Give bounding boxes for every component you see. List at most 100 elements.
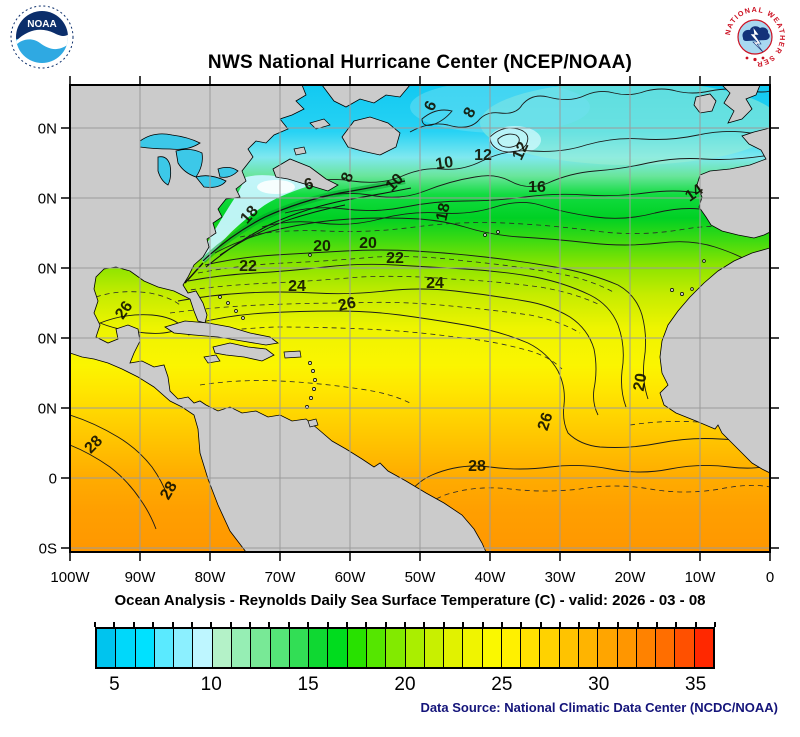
contour-lines (70, 88, 770, 552)
colorbar-segment (617, 629, 637, 667)
colorbar-segment (116, 629, 136, 667)
jamaica (203, 354, 221, 364)
labrador (321, 85, 411, 108)
lake-michigan (157, 156, 172, 186)
colorbar-tick (404, 622, 406, 627)
hispaniola (212, 342, 275, 362)
colorbar-tick (462, 622, 465, 627)
map-caption: Ocean Analysis - Reynolds Daily Sea Surf… (114, 592, 706, 609)
colorbar-segment (444, 629, 464, 667)
contour-label: 26 (535, 410, 557, 432)
great-lakes (139, 133, 239, 188)
colorbar-segment (501, 629, 522, 667)
colorbar-tick (636, 622, 639, 627)
lon-axis-label: 80W (195, 569, 227, 586)
colorbar-tick (190, 622, 193, 627)
puerto-rico (283, 350, 302, 359)
antilles-island (311, 369, 315, 373)
colorbar-label: 25 (491, 674, 513, 695)
front-contour (219, 204, 346, 256)
colorbar-tick (578, 622, 581, 627)
colorbar-tick (268, 622, 271, 627)
contour-label: 24 (288, 278, 306, 295)
nws-lightning-icon (749, 26, 764, 53)
lon-axis-label: 30W (545, 569, 577, 586)
contour-label: 28 (157, 479, 181, 503)
colorbar-segment (521, 629, 541, 667)
bahamas-island (218, 295, 222, 299)
bahamas-island (226, 301, 230, 305)
newfoundland (341, 116, 401, 156)
colorbar-segment (482, 629, 502, 667)
colorbar-tick (287, 622, 290, 627)
colorbar-segment (656, 629, 676, 667)
colorbar-tick (714, 622, 716, 627)
colorbar-tick (210, 622, 213, 627)
nws-star-icon (753, 57, 757, 62)
lake-huron (175, 149, 203, 178)
colorbar-tick (520, 622, 523, 627)
colorbar-segment (193, 629, 213, 667)
lat-axis-label: 10N (38, 401, 57, 418)
colorbar-tick (655, 622, 658, 627)
lon-axis-label: 0 (766, 569, 774, 586)
antilles-island (313, 378, 317, 382)
colorbar-tick (94, 622, 96, 627)
colorbar-segment (309, 629, 329, 667)
colorbar-tick (307, 622, 310, 627)
antilles-island (312, 387, 316, 391)
noaa-logo: NOAA (9, 4, 75, 70)
contour-label: 12 (509, 139, 532, 162)
france-iberia (696, 127, 770, 239)
lon-axis-label: 50W (405, 569, 437, 586)
colorbar-segment (636, 629, 657, 667)
nova-scotia (272, 158, 339, 192)
colorbar-segment (289, 629, 310, 667)
colorbar-segment (579, 629, 599, 667)
nws-logo: NATIONAL WEATHER SERVICE (723, 5, 786, 69)
map-frame (69, 84, 771, 553)
colorbar-segment (366, 629, 387, 667)
colorbar-segment (212, 629, 232, 667)
colorbar-label: 35 (685, 674, 707, 695)
lake-ontario (217, 167, 239, 178)
front-contour (202, 180, 406, 262)
africa (659, 247, 770, 474)
bahamas-island (234, 309, 238, 313)
north-cyan-patch (410, 85, 590, 133)
colorbar-segment (559, 629, 580, 667)
front-contour (184, 262, 204, 284)
colorbar-segment (135, 629, 155, 667)
contour-label: 20 (359, 235, 377, 252)
grid-layer (61, 76, 779, 561)
colorbar-tick (597, 622, 600, 627)
colorbar-tick (694, 622, 697, 627)
contour-label: 22 (386, 250, 404, 267)
contour-label: 26 (337, 294, 358, 314)
colorbar-segment (540, 629, 560, 667)
colorbar-tick (132, 622, 135, 627)
colorbar-segment (231, 629, 252, 667)
colorbar-tick (500, 622, 503, 627)
lon-axis-label: 60W (335, 569, 367, 586)
noaa-logo-text: NOAA (27, 19, 56, 30)
colorbar-tick (152, 622, 155, 627)
colorbar-tick (384, 622, 387, 627)
bahamas-island (241, 316, 245, 320)
lon-axis-label: 40W (475, 569, 507, 586)
colorbar-segment (463, 629, 483, 667)
colorbar-labels: 5 10 15 20 25 30 35 (95, 674, 715, 700)
colorbar-tick (229, 622, 232, 627)
lake-superior (139, 133, 201, 150)
colorbar-tick (171, 622, 174, 627)
colorbar-segment (347, 629, 367, 667)
colorbar-tick (559, 622, 561, 627)
colorbar-label: 10 (200, 674, 222, 695)
madeira (702, 259, 706, 263)
lat-axis-label: 30N (38, 261, 57, 278)
colorbar-segment (97, 629, 117, 667)
colorbar-tick (113, 622, 116, 627)
colorbar-tick (481, 622, 484, 627)
